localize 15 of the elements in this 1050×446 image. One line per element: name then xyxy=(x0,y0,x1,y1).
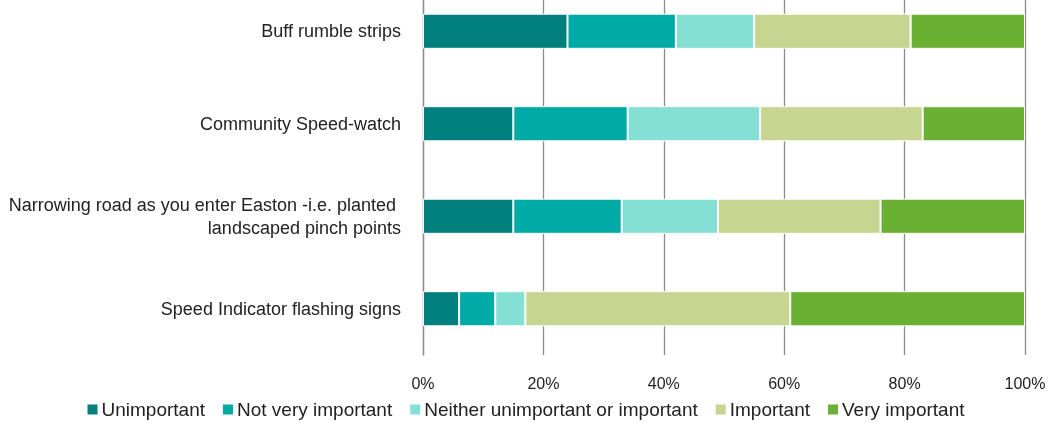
y-tick-label: Buff rumble strips xyxy=(261,21,401,42)
x-tick-label: 0% xyxy=(411,374,435,392)
y-tick-label: Speed Indicator flashing signs xyxy=(160,298,401,319)
y-tick-label: Community Speed-watch xyxy=(199,113,401,134)
legend-label: Not very important xyxy=(237,399,393,420)
legend-label: Neither unimportant or important xyxy=(424,399,699,420)
y-tick-label: Narrowing road as you enter Easton -i.e. planted landscaped pinch points xyxy=(8,194,401,238)
x-tick-label: 80% xyxy=(888,374,921,392)
legend-label: Important xyxy=(729,399,811,420)
x-tick-label: 40% xyxy=(647,374,680,392)
x-tick-label: 20% xyxy=(527,374,560,392)
legend-label: Unimportant xyxy=(101,399,206,420)
x-tick-label: 100% xyxy=(1004,374,1046,392)
x-tick-label: 60% xyxy=(768,374,801,392)
legend-label: Very important xyxy=(841,399,966,420)
